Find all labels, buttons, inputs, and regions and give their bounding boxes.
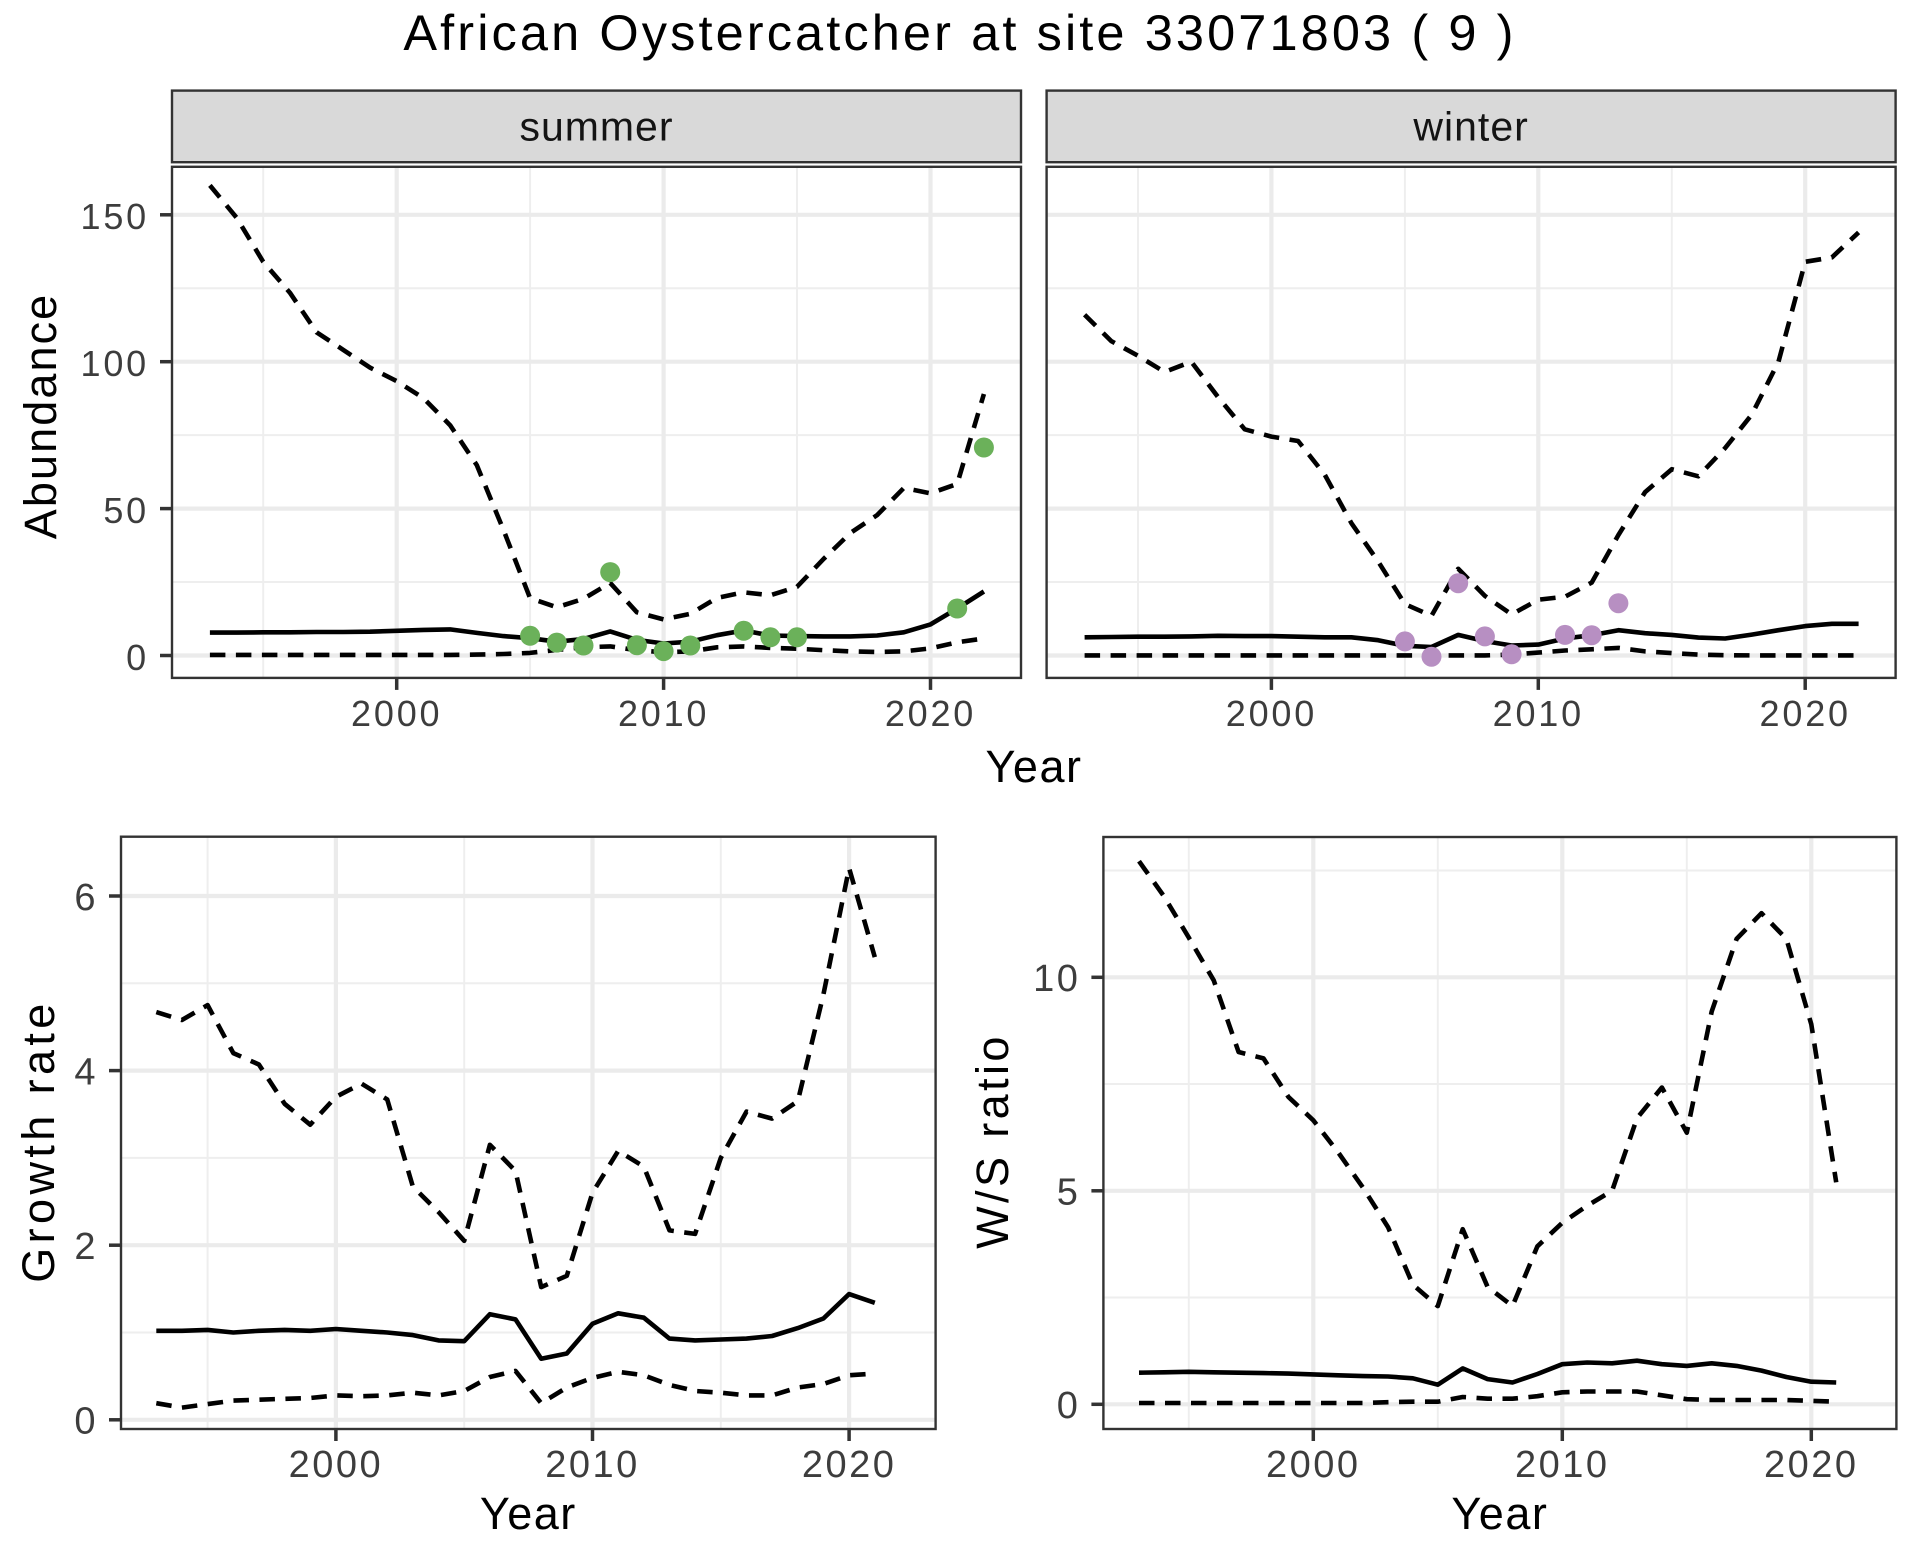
svg-text:2: 2	[74, 1226, 98, 1268]
svg-text:2000: 2000	[1226, 693, 1317, 734]
svg-text:2010: 2010	[1515, 1444, 1610, 1486]
svg-text:150: 150	[81, 196, 149, 237]
svg-text:10: 10	[1033, 958, 1080, 1000]
svg-text:100: 100	[81, 343, 149, 384]
svg-text:summer: summer	[519, 104, 673, 150]
svg-text:0: 0	[126, 637, 149, 678]
svg-text:4: 4	[74, 1051, 98, 1093]
svg-text:2020: 2020	[1764, 1444, 1859, 1486]
svg-text:6: 6	[74, 877, 98, 919]
svg-text:2000: 2000	[1266, 1444, 1361, 1486]
svg-text:Abundance: Abundance	[15, 293, 66, 540]
svg-text:African Oystercatcher at site: African Oystercatcher at site 33071803 (…	[403, 4, 1516, 61]
svg-text:0: 0	[1057, 1385, 1081, 1427]
svg-text:2020: 2020	[802, 1444, 897, 1486]
svg-text:2000: 2000	[351, 693, 442, 734]
svg-text:winter: winter	[1412, 104, 1528, 150]
svg-text:2000: 2000	[289, 1444, 384, 1486]
svg-text:Year: Year	[480, 1488, 577, 1539]
svg-text:2010: 2010	[1493, 693, 1584, 734]
svg-text:2020: 2020	[885, 693, 976, 734]
svg-text:2020: 2020	[1760, 693, 1851, 734]
svg-text:2010: 2010	[618, 693, 709, 734]
svg-text:2010: 2010	[545, 1444, 640, 1486]
svg-text:Year: Year	[986, 741, 1083, 792]
svg-text:W/S ratio: W/S ratio	[967, 1033, 1018, 1249]
svg-text:0: 0	[74, 1401, 98, 1443]
svg-text:5: 5	[1057, 1172, 1081, 1214]
svg-text:Year: Year	[1451, 1488, 1548, 1539]
svg-text:Growth rate: Growth rate	[13, 999, 64, 1283]
svg-text:50: 50	[103, 490, 149, 531]
